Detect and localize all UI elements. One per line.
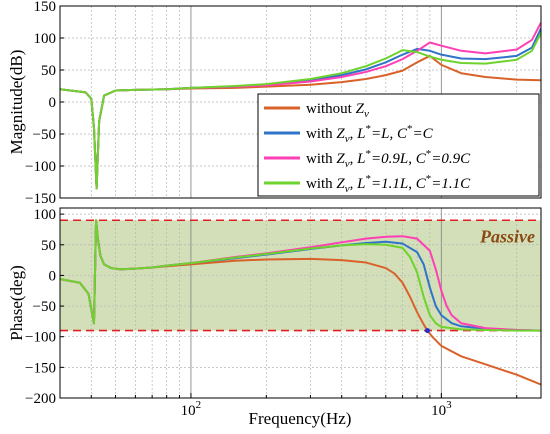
legend-entry-0: without Zv [306, 101, 369, 120]
y-tick-label: 0 [49, 268, 57, 284]
legend-entry-3: with Zv, L*=1.1L, C*=1.1C [306, 173, 471, 195]
x-axis-label: Frequency(Hz) [249, 409, 352, 428]
series-line-3 [60, 31, 541, 190]
passive-bounds [60, 219, 541, 332]
magnitude-series [60, 21, 541, 190]
y-tick-label: 0 [49, 95, 57, 111]
y-tick-label: −100 [25, 159, 56, 175]
y-tick-label: −150 [25, 360, 56, 376]
phase-y-ticks: −200 −150 −100 −50 0 50 100 [25, 207, 64, 407]
magnitude-y-axis-label: Magnitude(dB) [7, 50, 26, 155]
x-ticks: 102 103 [90, 393, 518, 419]
legend: without Zv with Zv, L*=L, C*=C with Zv, L*… [257, 93, 540, 197]
y-tick-label: −100 [25, 330, 56, 346]
passive-label: Passive [479, 226, 535, 246]
legend-entry-1: with Zv, L*=L, C*=C [306, 123, 434, 145]
series-line-3 [60, 219, 541, 332]
phase-grid [60, 208, 541, 398]
legend-entry-2: with Zv, L*=0.9L, C*=0.9C [306, 148, 471, 170]
y-tick-label: 100 [34, 207, 57, 223]
phase-y-axis-label: Phase(deg) [7, 265, 26, 341]
y-tick-label: −50 [33, 299, 56, 315]
y-tick-label: 150 [34, 0, 57, 15]
phase-crossing-marker [424, 328, 430, 334]
y-tick-label: −200 [25, 391, 56, 407]
y-tick-label: −50 [33, 127, 56, 143]
phase-panel-frame [59, 207, 542, 399]
magnitude-y-ticks: −150 −100 −50 0 50 100 150 [25, 0, 64, 207]
y-tick-label: 50 [41, 63, 56, 79]
x-tick-label: 103 [431, 399, 452, 419]
legend-box [257, 93, 540, 197]
y-tick-label: 50 [41, 238, 56, 254]
phase-series [60, 219, 541, 386]
x-tick-label: 102 [181, 399, 202, 419]
y-tick-label: 100 [34, 31, 57, 47]
y-tick-label: −150 [25, 191, 56, 207]
